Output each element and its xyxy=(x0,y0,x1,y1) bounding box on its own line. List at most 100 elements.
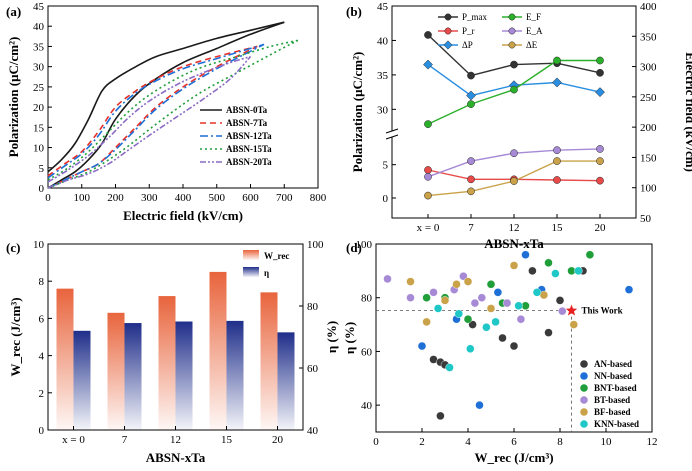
data-point-BNT-based xyxy=(544,258,553,267)
data-point-ΔE xyxy=(467,187,475,196)
legend-marker xyxy=(580,408,588,416)
data-point-BNT-based xyxy=(585,250,595,259)
x-tick-label: 12 xyxy=(509,222,520,234)
data-point-NN-based xyxy=(417,341,427,351)
legend-label: ABSN-0Ta xyxy=(226,105,268,115)
data-point-ΔE xyxy=(553,157,561,165)
y-tick-label: 40 xyxy=(361,400,373,412)
x-tick-label: 4 xyxy=(465,436,471,448)
data-point-AN-based xyxy=(528,266,537,276)
y-tick-label: 40 xyxy=(33,21,45,33)
data-point-ΔE xyxy=(510,177,518,185)
series-line-ABSN-15Ta-upper xyxy=(47,39,298,181)
x-tick-label: 800 xyxy=(310,192,327,204)
legend-marker xyxy=(508,41,516,49)
data-point-BT-based xyxy=(429,288,438,297)
data-point-BF-based xyxy=(406,277,415,286)
y-axis-label: η (%) xyxy=(342,322,357,354)
y2-axis-label: η (%) xyxy=(324,321,339,353)
legend-label: ΔE xyxy=(526,40,538,50)
panel-label-d: (d) xyxy=(346,240,362,255)
data-point-ΔE xyxy=(596,157,604,165)
y2-tick-label: 50 xyxy=(640,213,652,225)
bar-W_rec xyxy=(56,288,74,430)
data-point-BT-based xyxy=(558,306,567,316)
y-tick-label: 30 xyxy=(33,62,45,74)
data-point-P_max xyxy=(467,71,475,80)
y2-tick-label: 100 xyxy=(307,239,324,251)
data-point-BT-based xyxy=(459,272,468,281)
legend-marker xyxy=(444,27,452,35)
series-line-P_max xyxy=(427,34,601,77)
legend-label: W_rec xyxy=(264,251,289,261)
data-point-E_A xyxy=(467,157,475,165)
legend-label: NN-based xyxy=(594,371,632,381)
data-point-ΔE xyxy=(424,191,432,200)
x-axis-label: W_rec (J/cm³) xyxy=(474,450,553,465)
bar-W_rec xyxy=(260,292,278,430)
y2-tick-label: 80 xyxy=(307,301,319,313)
y-tick-label: 40 xyxy=(377,35,389,47)
x-tick-label: 6 xyxy=(511,436,517,448)
legend-label: P_r xyxy=(462,26,475,36)
data-point-E_F xyxy=(510,85,518,94)
x-tick-label: 200 xyxy=(107,192,124,204)
bar-eta xyxy=(73,330,91,430)
panel-label-a: (a) xyxy=(6,4,21,19)
legend-label: BF-based xyxy=(594,407,631,417)
data-point-KNN-based xyxy=(491,317,500,327)
x-tick-label: 15 xyxy=(221,434,233,446)
data-point-P_max xyxy=(424,31,432,39)
data-point-NN-based xyxy=(475,400,484,410)
y2-tick-label: 40 xyxy=(307,425,319,437)
legend-label: KNN-based xyxy=(594,419,639,429)
data-point-KNN-based xyxy=(574,266,583,276)
y-axis-label: W_rec (J/cm³) xyxy=(8,297,23,376)
y2-tick-label: 250 xyxy=(640,92,657,104)
data-point-ΔP xyxy=(595,87,605,98)
y2-tick-label: 400 xyxy=(640,1,657,13)
data-point-BF-based xyxy=(509,261,519,270)
y2-tick-label: 300 xyxy=(640,62,657,74)
panel-b: 30 35 40 45 0 5 50 100 150 200 250 300 350 400 x = 0 7 1… xyxy=(350,1,692,251)
data-point-E_F xyxy=(467,100,475,108)
y-tick-label: 10 xyxy=(33,239,45,251)
bar-W_rec xyxy=(107,312,125,430)
x-tick-label: 8 xyxy=(557,436,563,448)
data-point-BNT-based xyxy=(463,315,473,324)
data-point-KNN-based xyxy=(482,323,491,332)
data-point-AN-based xyxy=(468,320,477,329)
data-point-BF-based xyxy=(452,280,461,289)
x-tick-label: 12 xyxy=(170,434,181,446)
series-line-ABSN-12Ta-upper xyxy=(47,43,265,179)
data-point-E_F xyxy=(424,120,432,128)
x-tick-label: 100 xyxy=(74,192,91,204)
y-tick-label: 5 xyxy=(39,163,45,175)
legend-marker xyxy=(443,40,453,50)
y-tick-label: 4 xyxy=(39,351,45,363)
x-axis-label: ABSN-xTa xyxy=(146,450,206,465)
x-tick-label: 500 xyxy=(209,192,226,204)
y-tick-label: 5 xyxy=(383,160,389,172)
axis-break-mark xyxy=(385,128,399,134)
x-tick-label: 300 xyxy=(141,192,158,204)
data-point-P_max xyxy=(510,60,518,69)
y-tick-label: 6 xyxy=(39,313,45,325)
y2-tick-label: 150 xyxy=(640,152,657,164)
y-tick-label: 45 xyxy=(377,1,389,13)
legend-label: ABSN-7Ta xyxy=(226,118,268,128)
x-tick-label: 20 xyxy=(272,434,284,446)
legend-label: η xyxy=(264,268,269,278)
data-point-ΔP xyxy=(466,90,476,101)
data-point-E_A xyxy=(424,172,432,181)
data-point-KNN-based xyxy=(454,309,463,319)
legend-label: P_max xyxy=(462,12,488,22)
data-point-KNN-based xyxy=(433,304,443,313)
legend-marker xyxy=(508,27,516,35)
data-point-E_A xyxy=(510,149,518,158)
y2-axis-label: Electric field (kV/cm) xyxy=(683,52,692,172)
data-point-AN-based xyxy=(555,296,565,305)
y-axis-label: Polarization (μC/cm²) xyxy=(6,37,21,158)
x-tick-label: 600 xyxy=(242,192,259,204)
